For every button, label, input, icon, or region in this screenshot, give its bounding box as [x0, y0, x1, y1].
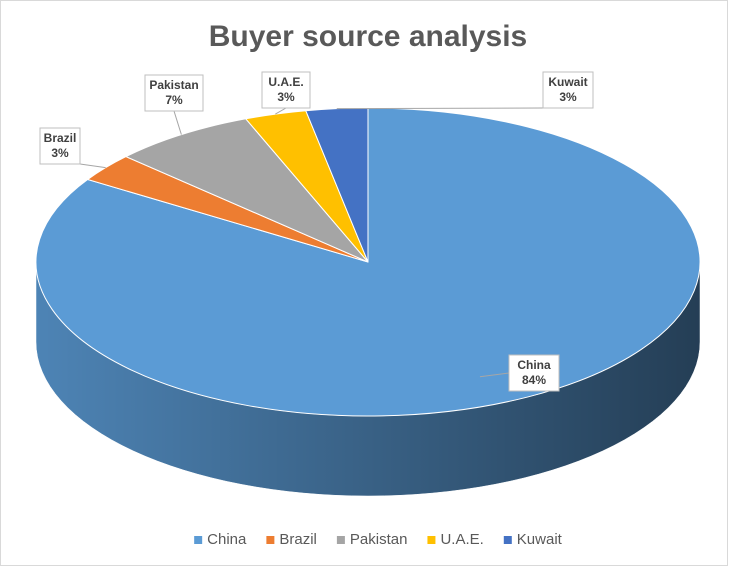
label-category: Brazil	[44, 131, 77, 145]
leader-line	[275, 107, 287, 115]
label-value: 7%	[165, 93, 183, 107]
legend-swatch	[194, 536, 203, 544]
legend-label: Brazil	[279, 531, 317, 548]
legend-item: Brazil	[266, 531, 317, 548]
leader-line	[173, 110, 182, 135]
legend-label: Kuwait	[517, 531, 563, 548]
label-box	[144, 74, 204, 112]
label-value: 3%	[51, 146, 69, 160]
leader-line	[336, 107, 544, 110]
legend-label: U.A.E.	[440, 531, 483, 548]
legend-label: China	[207, 531, 247, 548]
legend-swatch	[266, 536, 275, 544]
legend-swatch	[503, 536, 512, 544]
leader-line	[479, 372, 510, 378]
label-category: U.A.E.	[268, 75, 303, 89]
label-box	[542, 71, 594, 109]
label-value: 3%	[277, 90, 295, 104]
legend-swatch	[427, 536, 436, 544]
label-category: Pakistan	[149, 78, 198, 92]
legend-swatch	[336, 536, 345, 544]
legend-item: China	[194, 531, 247, 548]
label-category: China	[517, 358, 551, 372]
legend-item: Pakistan	[336, 531, 408, 548]
label-box	[508, 354, 560, 392]
legend-item: Kuwait	[503, 531, 563, 548]
legend-item: U.A.E.	[427, 531, 484, 548]
chart-title: Buyer source analysis	[209, 20, 528, 53]
label-value: 3%	[559, 90, 577, 104]
leader-line	[79, 163, 106, 169]
label-value: 84%	[522, 373, 546, 387]
label-box	[39, 127, 81, 165]
label-category: Kuwait	[548, 75, 587, 89]
label-box	[261, 71, 311, 109]
legend-label: Pakistan	[350, 531, 408, 548]
